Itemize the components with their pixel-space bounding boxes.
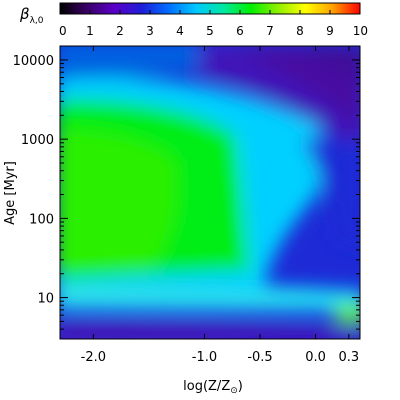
colorbar-label-subscript: λ,0 (30, 16, 44, 26)
colorbar-tick-label: 8 (296, 24, 304, 38)
heatmap-area (60, 46, 360, 339)
colorbar-tick-label: 3 (146, 24, 154, 38)
colorbar-tick-label: 0 (59, 24, 67, 38)
x-tick-label: 0.3 (339, 350, 360, 365)
y-tick-label: 10000 (13, 54, 54, 69)
colorbar-tick-label: 9 (326, 24, 334, 38)
y-tick-label: 1000 (21, 133, 54, 148)
colorbar-tick-label: 1 (86, 24, 94, 38)
x-tick-label: 0.0 (305, 350, 326, 365)
x-axis-label-sun: ⊙ (230, 386, 238, 396)
region-blue-right (300, 140, 360, 249)
plot-frame (59, 45, 361, 340)
y-tick-label: 10 (37, 292, 54, 307)
x-tick-label: -1.0 (192, 350, 217, 365)
colorbar-tick-label: 4 (176, 24, 184, 38)
x-axis-ticks: -2.0 -1.0 -0.5 0.0 0.3 (81, 46, 360, 365)
region-purple-bottom (60, 320, 360, 339)
colorbar: 0 1 2 3 4 5 6 7 8 9 10 βλ,0 (19, 2, 368, 38)
y-axis-ticks: 10 100 1000 10000 (13, 54, 360, 340)
colorbar-label: βλ,0 (19, 5, 44, 26)
x-tick-label: -0.5 (247, 350, 272, 365)
colorbar-label-symbol: β (19, 5, 30, 23)
colorbar-tick-label: 6 (236, 24, 244, 38)
region-purple-top (140, 46, 360, 156)
x-tick-label: -2.0 (81, 350, 106, 365)
y-tick-label: 100 (29, 212, 54, 227)
colorbar-tick-label: 2 (116, 24, 124, 38)
heatmap-field (60, 46, 360, 339)
colorbar-ticks: 0 1 2 3 4 5 6 7 8 9 10 (59, 10, 368, 38)
colorbar-tick-label: 10 (353, 24, 368, 38)
colorbar-tick-label: 5 (206, 24, 214, 38)
x-axis-label: log(Z/Z⊙) (183, 379, 243, 396)
colorbar-tick-label: 7 (266, 24, 274, 38)
y-axis-label: Age [Myr] (3, 161, 18, 225)
